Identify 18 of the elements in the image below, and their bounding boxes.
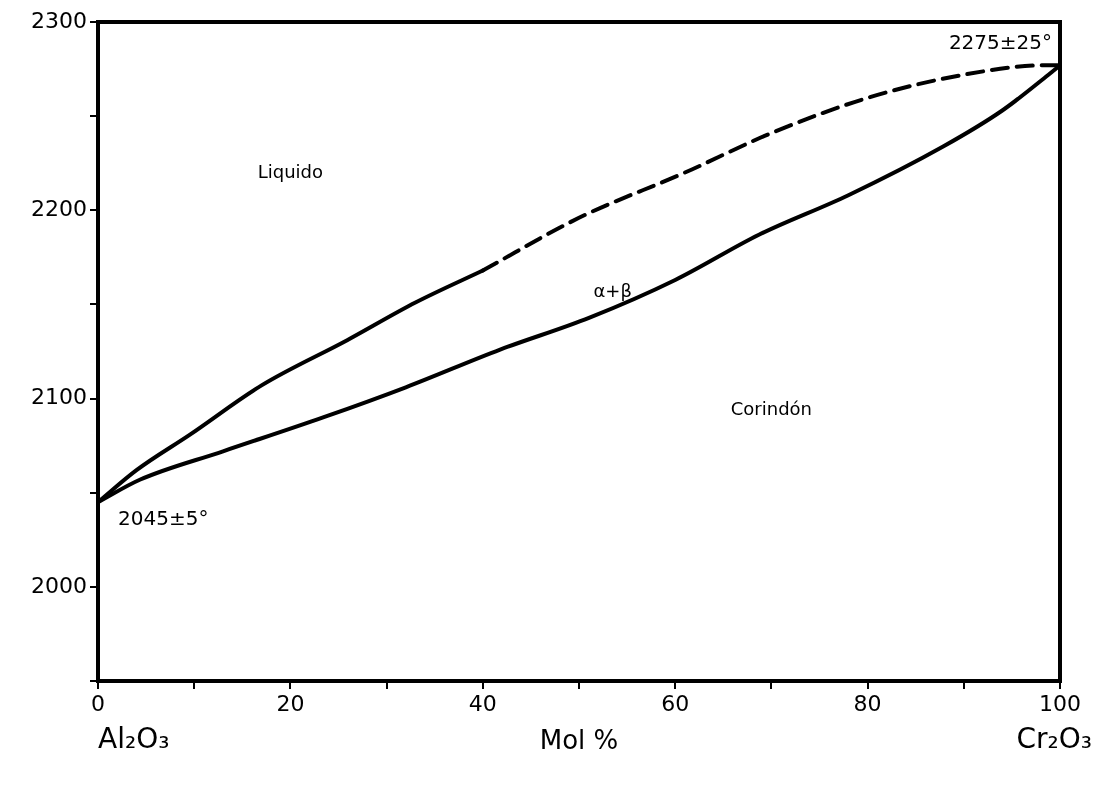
y-tick-label: 2200 (31, 196, 87, 221)
text: Cr₂O₃ (1016, 722, 1092, 756)
annotation: Corindón (730, 398, 813, 420)
annotation: 2275±25° (948, 29, 1052, 54)
y-tick-label: 2000 (31, 572, 87, 598)
x-tick-label: 80 (853, 690, 882, 716)
text: Al₂O₃ (98, 722, 170, 756)
annotation: α+β (593, 279, 632, 301)
annotation: Liquido (257, 161, 324, 183)
x-tick-label: 40 (468, 690, 497, 716)
x-tick-label: 60 (661, 690, 690, 716)
x-tick-label: 100 (1039, 690, 1081, 716)
annotation: 2045±5° (118, 506, 209, 531)
x-axis-title: Mol % (539, 724, 619, 755)
y-tick-label: 2300 (31, 7, 87, 33)
x-tick-label: 0 (91, 690, 105, 716)
x-tick-label: 20 (276, 690, 305, 716)
y-tick-label: 2100 (31, 384, 87, 410)
